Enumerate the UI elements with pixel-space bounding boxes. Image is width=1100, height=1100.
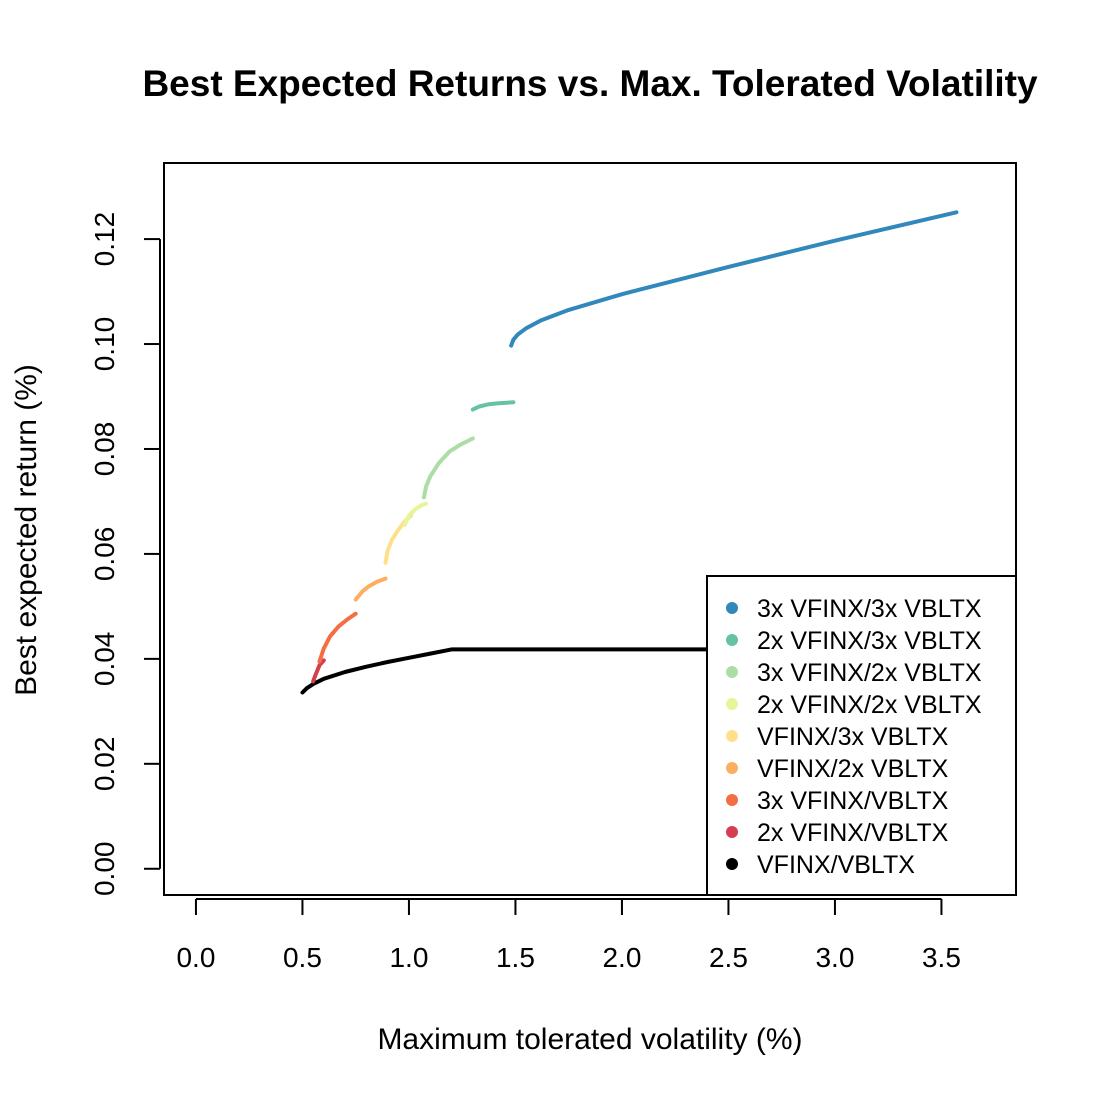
y-axis-label: Best expected return (%) (10, 364, 43, 696)
legend-marker (726, 730, 738, 742)
legend-label: 3x VFINX/VBLTX (757, 787, 949, 815)
x-tick-label: 3.5 (922, 942, 961, 973)
legend-marker (726, 634, 738, 646)
legend-marker (726, 826, 738, 838)
legend-label: VFINX/2x VBLTX (757, 755, 949, 783)
series-layer (300, 210, 959, 695)
legend-marker (726, 794, 738, 806)
x-tick-label: 0.0 (176, 942, 215, 973)
legend: 3x VFINX/3x VBLTX 2x VFINX/3x VBLTX 3x VFI… (706, 575, 1017, 896)
y-tick-label: 0.10 (89, 317, 120, 372)
y-tick-label: 0.02 (89, 737, 120, 792)
legend-box (706, 575, 1017, 896)
x-tick-label: 1.5 (496, 942, 535, 973)
legend-label: 3x VFINX/2x VBLTX (757, 659, 982, 687)
series-line (317, 611, 358, 664)
series-line (509, 210, 959, 348)
legend-marker (726, 858, 738, 870)
y-tick-label: 0.08 (89, 422, 120, 477)
series-line (353, 576, 388, 602)
legend-marker (726, 602, 738, 614)
legend-label: 2x VFINX/2x VBLTX (757, 691, 982, 719)
legend-marker (726, 762, 738, 774)
y-tick-label: 0.04 (89, 632, 120, 687)
x-axis-label: Maximum tolerated volatility (%) (377, 1023, 802, 1056)
y-tick-label: 0.06 (89, 527, 120, 582)
y-tick-label: 0.12 (89, 212, 120, 267)
legend-label: VFINX/VBLTX (757, 851, 915, 879)
series-line (470, 400, 516, 412)
series-line (300, 647, 710, 695)
x-tick-label: 0.5 (283, 942, 322, 973)
legend-label: VFINX/3x VBLTX (757, 723, 949, 751)
x-tick-label: 3.0 (815, 942, 854, 973)
legend-label: 3x VFINX/3x VBLTX (757, 595, 982, 623)
plot-frame (163, 162, 1017, 896)
series-line (402, 501, 428, 528)
legend-marker (726, 666, 738, 678)
x-tick-label: 1.0 (389, 942, 428, 973)
x-tick-label: 2.0 (602, 942, 641, 973)
series-line (421, 436, 475, 500)
legend-label: 2x VFINX/VBLTX (757, 819, 949, 847)
legend-label: 2x VFINX/3x VBLTX (757, 627, 982, 655)
series-line (311, 658, 326, 684)
chart-title: Best Expected Returns vs. Max. Tolerated… (142, 63, 1038, 104)
y-tick-label: 0.00 (89, 842, 120, 897)
legend-marker (726, 698, 738, 710)
axes-layer: 0.0 0.5 1.0 1.5 2.0 2.5 3.0 3.5 0.00 0.02 0.04 0.06… (89, 162, 1017, 973)
x-tick-label: 2.5 (709, 942, 748, 973)
